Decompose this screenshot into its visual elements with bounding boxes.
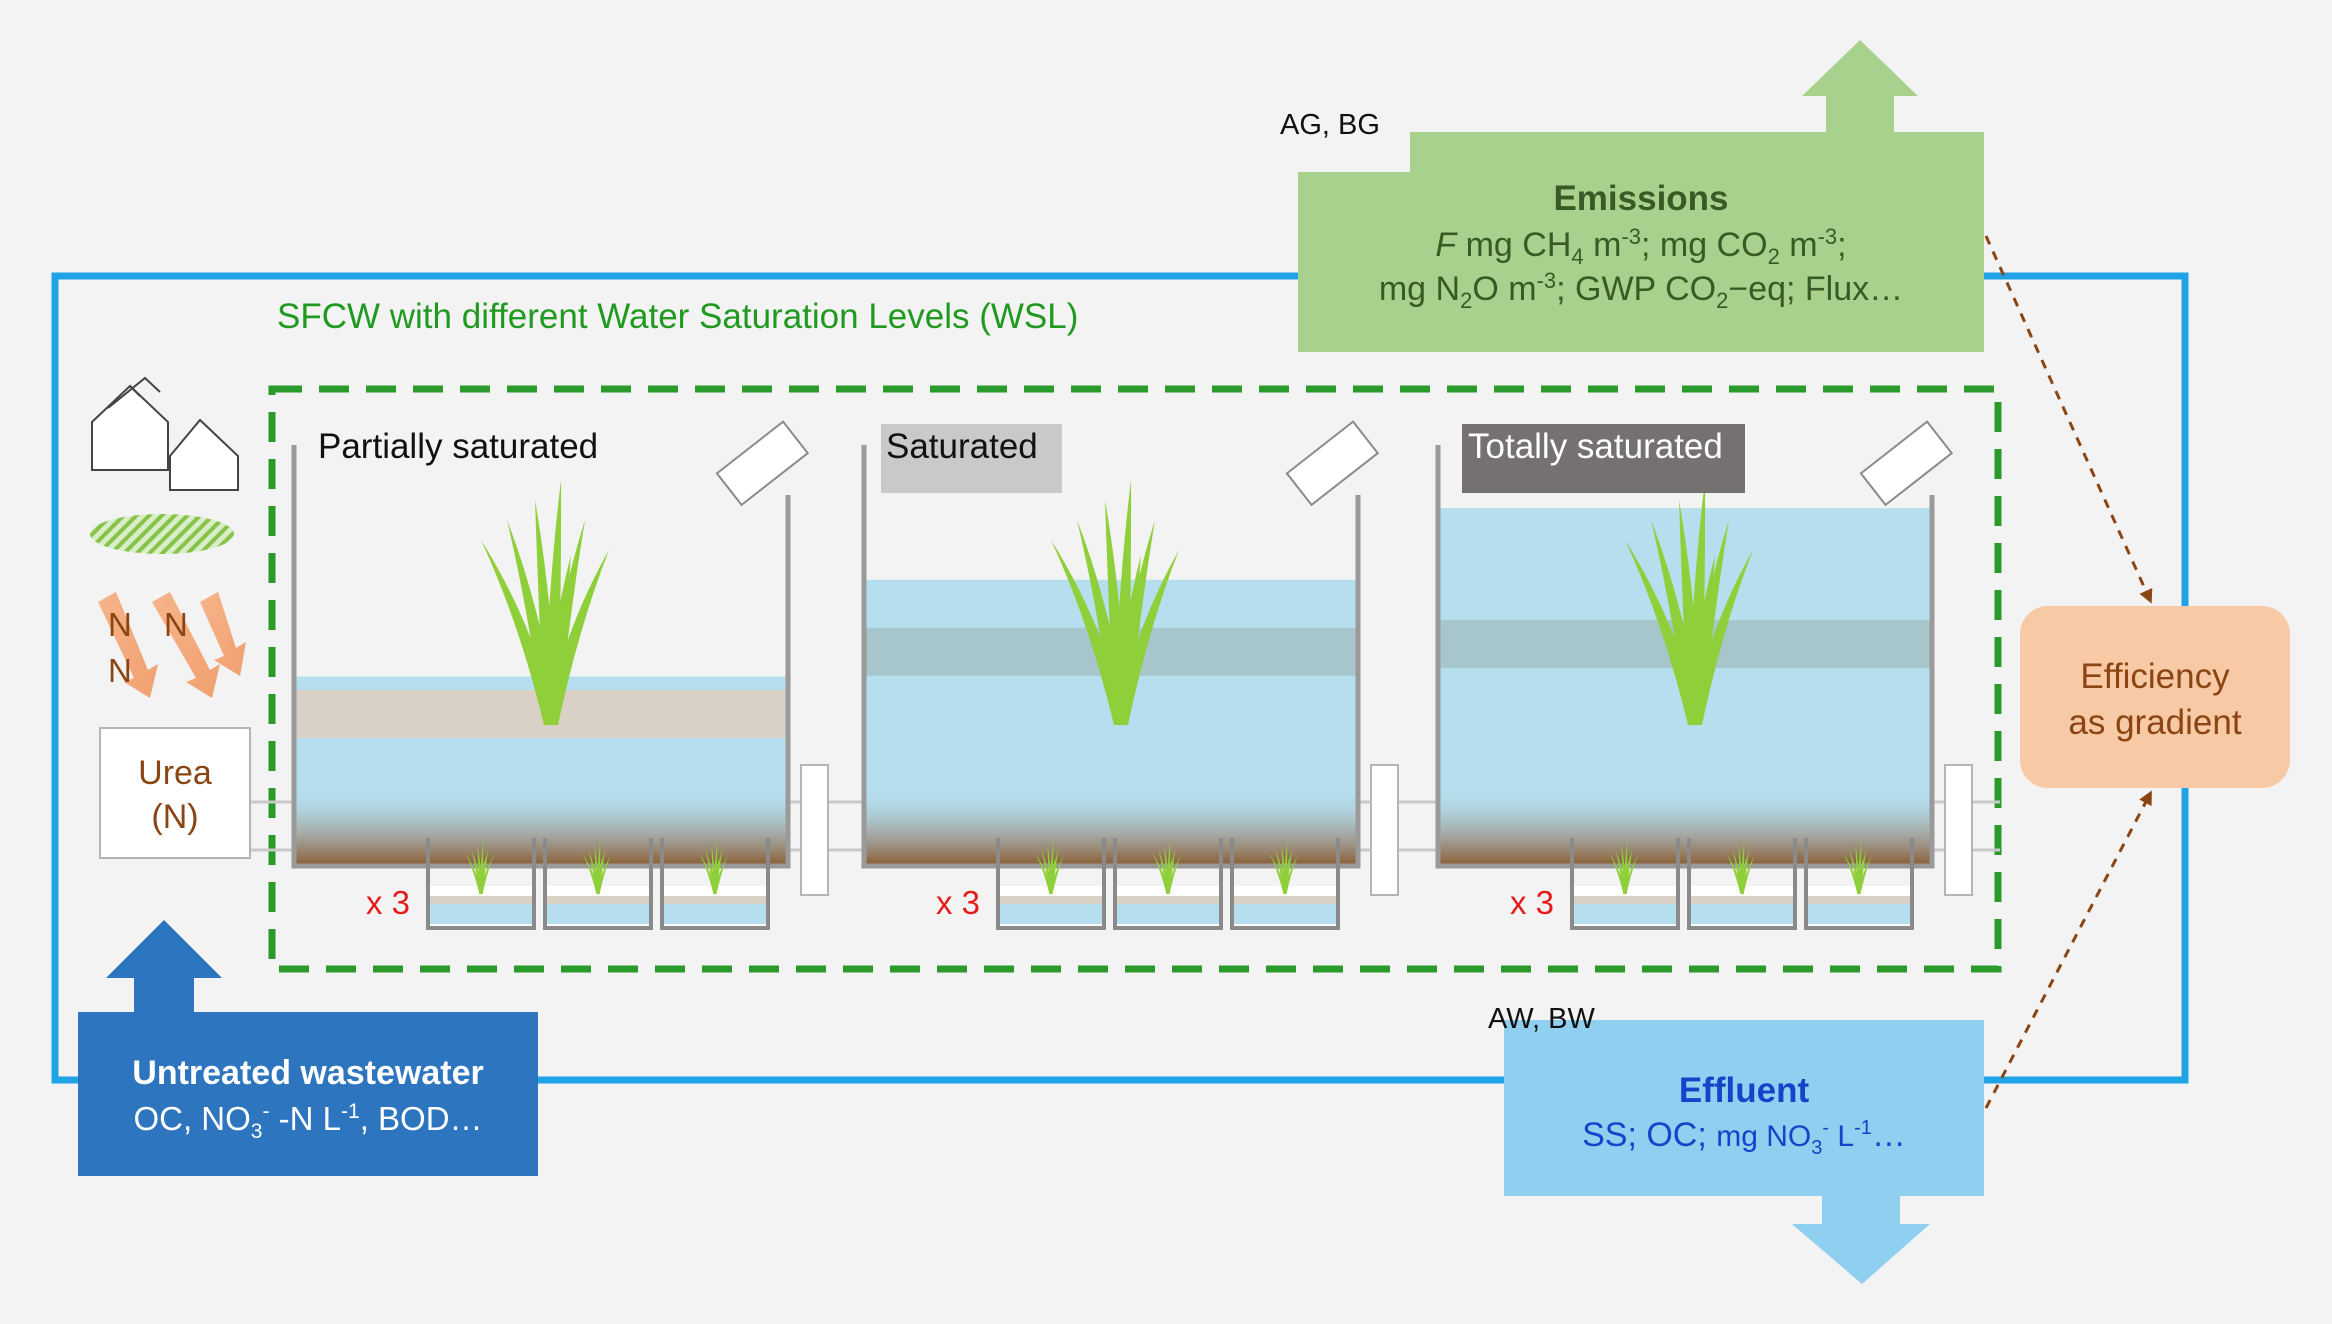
- gas-chamber: [1859, 420, 1954, 507]
- replicate-water: [545, 902, 651, 924]
- tanks-group: x 3 Partially saturated x 3 Saturated x 3 Tot…: [291, 420, 1973, 930]
- replicate-water: [1232, 902, 1338, 924]
- replicate-count: x 3: [366, 884, 410, 921]
- tank-label: Saturated: [886, 427, 1038, 466]
- replicate-soil: [998, 896, 1104, 904]
- emissions-block: AG, BG Emissions F mg CH4 m-3; mg CO2 m-…: [1280, 40, 1984, 352]
- nitrogen-arrows: N N N: [98, 592, 246, 698]
- replicate-walls: [996, 838, 1106, 930]
- replicate-plant-icon: [1843, 840, 1872, 894]
- gas-chamber: [715, 420, 810, 507]
- plant-icon: [481, 480, 609, 725]
- replicate-water: [998, 902, 1104, 924]
- replicate-walls: [1804, 838, 1914, 930]
- untreated-detail: OC, NO3- -N L-1, BOD…: [133, 1100, 482, 1143]
- effluent-to-efficiency-arrow: [1984, 790, 2152, 1109]
- replicate-soil: [1572, 896, 1678, 904]
- urea-box: Urea (N): [99, 727, 251, 859]
- tank-label: Partially saturated: [318, 427, 598, 466]
- replicate-walls: [660, 838, 770, 930]
- replicate-soil: [545, 896, 651, 904]
- replicate-water: [1806, 902, 1912, 924]
- effluent-block: AW, BW Effluent SS; OC; mg NO3- L-1…: [1488, 1003, 1984, 1284]
- system-title: SFCW with different Water Saturation Lev…: [277, 297, 1078, 336]
- sludge-hatch-icon: [90, 514, 234, 554]
- replicate-plant-icon: [1035, 840, 1064, 894]
- urea-label: Urea: [138, 754, 212, 792]
- replicate-plant-icon: [582, 840, 611, 894]
- tank: x 3 Saturated: [861, 420, 1399, 930]
- n-letter: N: [108, 652, 132, 689]
- emissions-tag: AG, BG: [1280, 109, 1380, 141]
- gas-chamber: [1285, 420, 1380, 507]
- emissions-line-1: F mg CH4 m-3; mg CO2 m-3;: [1435, 224, 1846, 269]
- efficiency-box: Efficiency as gradient: [2020, 606, 2290, 788]
- outlet-stand: [800, 764, 829, 896]
- replicate-walls: [1687, 838, 1797, 930]
- replicate-walls: [1570, 838, 1680, 930]
- house-icon: [91, 384, 239, 491]
- replicate-walls: [543, 838, 653, 930]
- emissions-line-2: mg N2O m-3; GWP CO2−eq; Flux…: [1379, 268, 1903, 313]
- house-roof-lines: [107, 376, 161, 409]
- tank: x 3 Totally saturated: [1435, 420, 1973, 930]
- replicate-count: x 3: [1510, 884, 1554, 921]
- replicate-soil: [1806, 896, 1912, 904]
- outlet-stand: [1944, 764, 1973, 896]
- replicate-water: [1115, 902, 1221, 924]
- replicate-soil: [1689, 896, 1795, 904]
- efficiency-label: Efficiency: [2080, 657, 2230, 696]
- replicate-plant-icon: [699, 840, 728, 894]
- sediment-layer: [866, 786, 1356, 866]
- replicate-water: [1572, 902, 1678, 924]
- tank: x 3 Partially saturated: [291, 420, 829, 930]
- wsl-dashed-frame: [268, 385, 2002, 973]
- replicate-plant-icon: [1726, 840, 1755, 894]
- replicate-walls: [426, 838, 536, 930]
- replicate-walls: [1113, 838, 1223, 930]
- tank-walls: [861, 445, 1361, 869]
- replicate-water: [1689, 902, 1795, 924]
- effluent-detail: SS; OC; mg NO3- L-1…: [1582, 1116, 1906, 1159]
- replicate-plant-icon: [1269, 840, 1298, 894]
- effluent-tag: AW, BW: [1488, 1003, 1595, 1035]
- label-bg: [881, 424, 1062, 493]
- tank-label: Totally saturated: [1468, 427, 1723, 466]
- replicate-count: x 3: [936, 884, 980, 921]
- untreated-title: Untreated wastewater: [132, 1054, 483, 1092]
- replicate-soil: [1115, 896, 1221, 904]
- n-letter: N: [108, 606, 132, 643]
- effluent-title: Effluent: [1679, 1071, 1810, 1110]
- sediment-layer: [1440, 786, 1930, 866]
- replicate-water: [428, 902, 534, 924]
- urea-label: (N): [151, 798, 198, 836]
- emissions-title: Emissions: [1553, 179, 1728, 218]
- label-bg: [1462, 424, 1745, 493]
- efficiency-label: as gradient: [2068, 703, 2241, 742]
- plant-icon: [1051, 480, 1179, 725]
- sediment-layer: [296, 786, 786, 866]
- replicate-walls: [1230, 838, 1340, 930]
- replicate-soil: [662, 896, 768, 904]
- outlet-stand: [1370, 764, 1399, 896]
- replicate-soil: [428, 896, 534, 904]
- tank-walls: [1435, 445, 1935, 869]
- plant-icon: [1625, 480, 1753, 725]
- replicate-soil: [1232, 896, 1338, 904]
- replicate-plant-icon: [465, 840, 494, 894]
- n-letter: N: [164, 606, 188, 643]
- replicate-water: [662, 902, 768, 924]
- untreated-wastewater-block: Untreated wastewater OC, NO3- -N L-1, BO…: [78, 920, 538, 1176]
- replicate-plant-icon: [1152, 840, 1181, 894]
- replicate-plant-icon: [1609, 840, 1638, 894]
- tank-walls: [291, 445, 791, 869]
